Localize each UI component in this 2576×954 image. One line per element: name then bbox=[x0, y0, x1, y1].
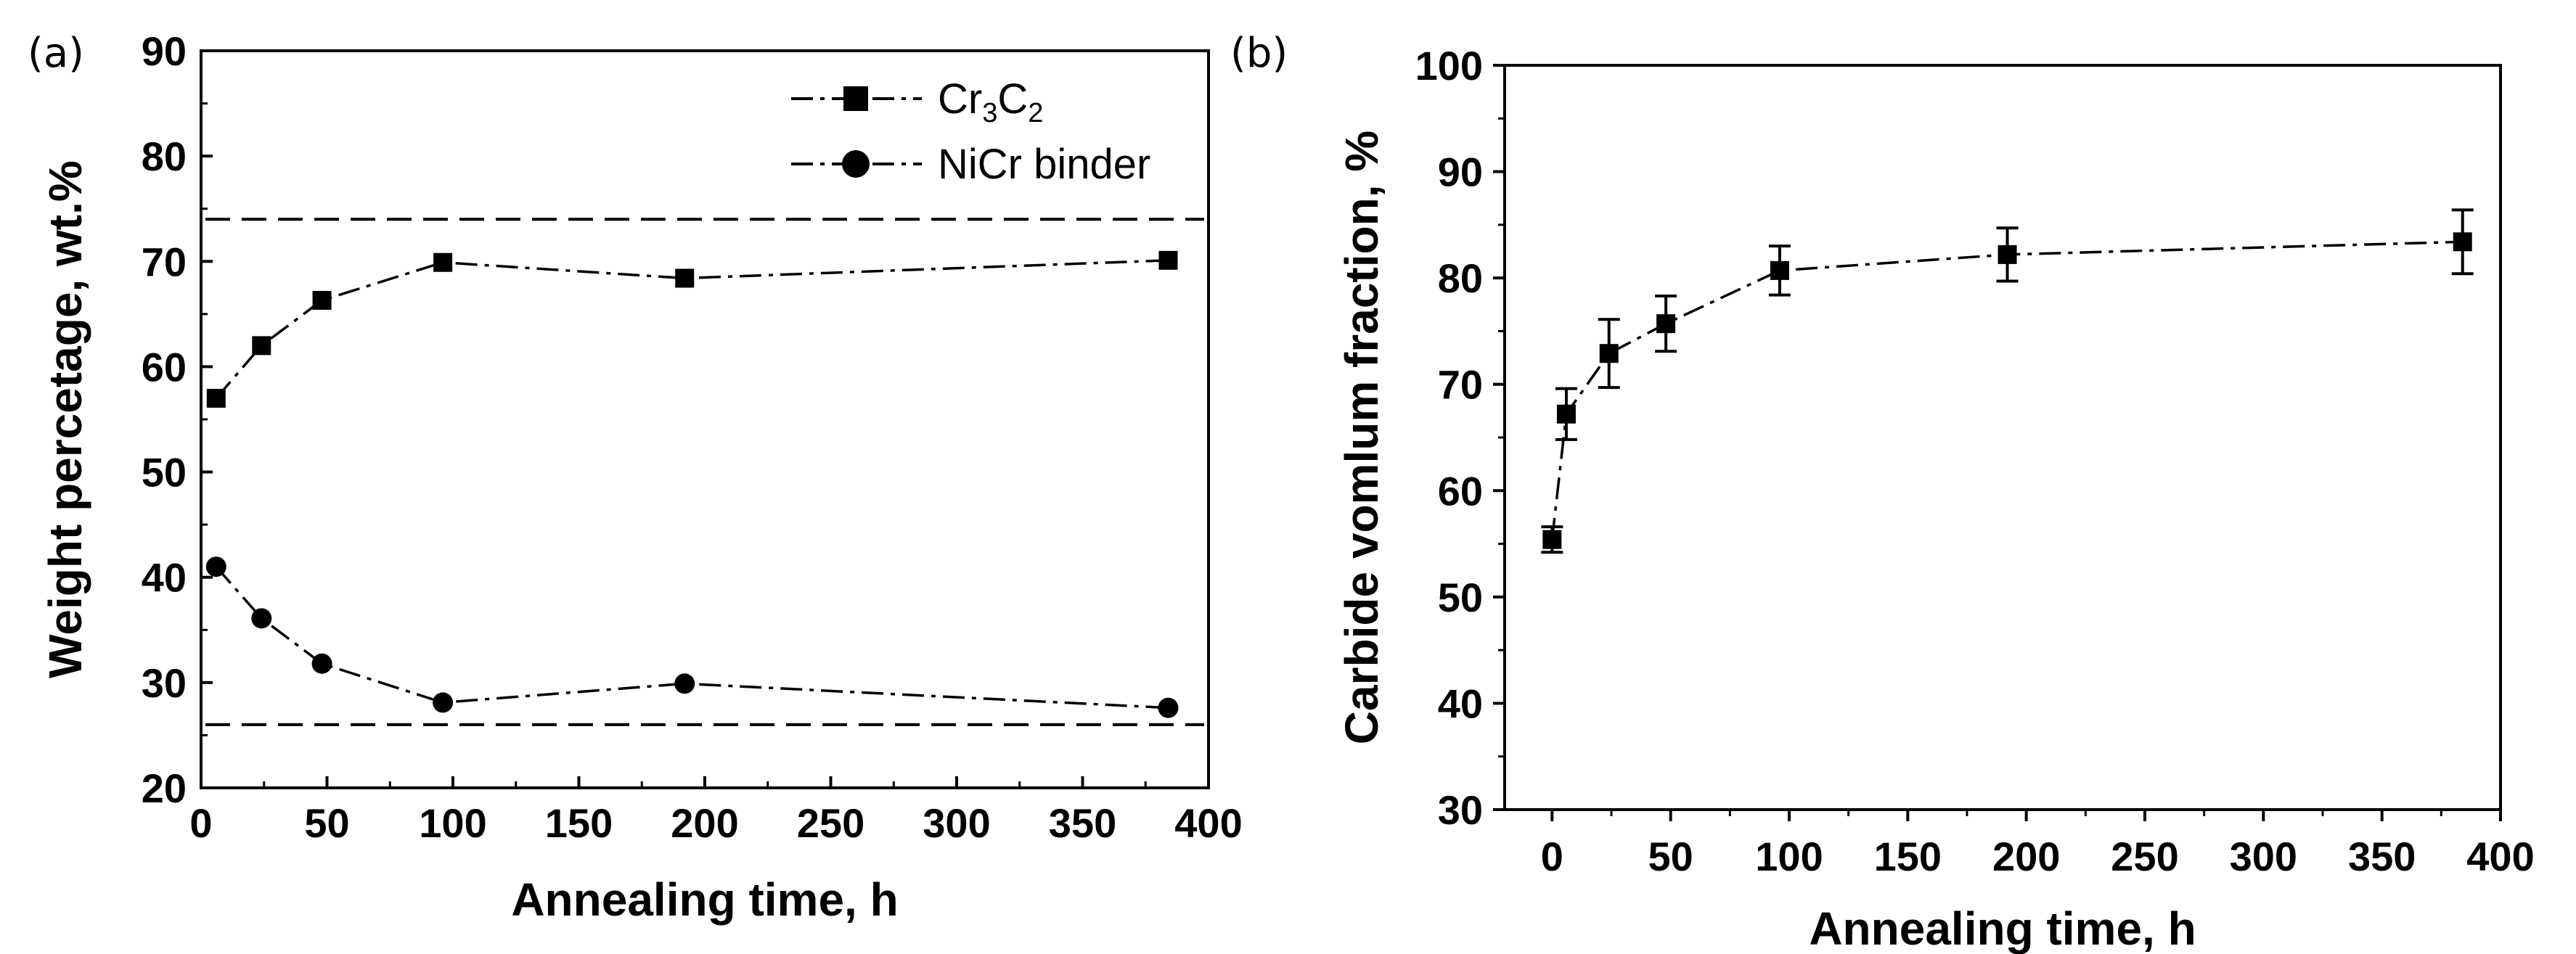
x-axis-title-a: Annealing time, h bbox=[511, 873, 898, 926]
y-tick-label-a: 20 bbox=[142, 765, 187, 811]
x-tick-label-a: 50 bbox=[304, 800, 349, 846]
data-point-cr3c2 bbox=[1158, 250, 1178, 270]
y-tick-label-a: 40 bbox=[142, 555, 187, 601]
x-tick-label-a: 350 bbox=[1049, 800, 1116, 846]
x-tick-label-b: 250 bbox=[2111, 834, 2178, 879]
data-point-carbide bbox=[1556, 404, 1576, 424]
y-tick-label-a: 50 bbox=[142, 450, 187, 495]
y-axis-title-a: Weight percetage, wt.% bbox=[39, 160, 91, 678]
series-line-b-0 bbox=[1550, 240, 2463, 540]
y-tick-label-a: 90 bbox=[142, 28, 187, 74]
data-point-cr3c2 bbox=[206, 388, 226, 408]
x-tick-label-a: 0 bbox=[189, 800, 212, 846]
data-point-nicr bbox=[205, 556, 226, 577]
x-tick-label-b: 200 bbox=[1992, 834, 2060, 879]
data-point-carbide bbox=[1599, 344, 1619, 363]
y-tick-label-a: 60 bbox=[142, 344, 187, 390]
legend-label-nicr: NiCr binder bbox=[938, 141, 1150, 188]
x-tick-label-a: 400 bbox=[1174, 800, 1242, 846]
data-point-nicr bbox=[251, 608, 272, 629]
y-tick-label-b: 60 bbox=[1438, 468, 1483, 514]
data-point-carbide bbox=[1998, 244, 2017, 264]
x-tick-label-b: 300 bbox=[2230, 834, 2297, 879]
y-tick-label-a: 80 bbox=[142, 133, 187, 179]
legend-marker-circle bbox=[842, 150, 870, 178]
chart-panel-b: (b) Annealing time, h Carbide vomlum fra… bbox=[1230, 30, 2535, 954]
data-point-carbide bbox=[1542, 530, 1562, 549]
ticks-b: 0 50 100 150 200 250 300 350 400 30 40 50 60 70 80 90 10… bbox=[1415, 43, 2535, 879]
data-point-carbide bbox=[2453, 232, 2472, 252]
reference-lines-a bbox=[205, 218, 1204, 726]
x-tick-label-a: 300 bbox=[923, 800, 990, 846]
panel-label-a: (a) bbox=[28, 30, 84, 77]
y-tick-label-b: 40 bbox=[1438, 680, 1483, 726]
data-point-nicr bbox=[674, 673, 695, 694]
y-tick-label-b: 80 bbox=[1438, 255, 1483, 301]
y-tick-label-b: 70 bbox=[1438, 362, 1483, 408]
x-tick-label-b: 50 bbox=[1648, 834, 1693, 879]
x-tick-label-b: 0 bbox=[1541, 834, 1563, 879]
legend-label-cr3c2: Cr3C2 bbox=[938, 75, 1043, 128]
data-point-cr3c2 bbox=[675, 268, 695, 288]
ticks-a: 0 50 100 150 200 250 300 350 400 20 30 40 50 60 70 80 90 bbox=[142, 28, 1243, 846]
legend-item-cr3c2: Cr3C2 bbox=[791, 75, 1043, 128]
y-tick-label-a: 30 bbox=[142, 660, 187, 706]
panel-label-b: (b) bbox=[1230, 30, 1288, 77]
series-b bbox=[1541, 208, 2474, 554]
legend-marker-square bbox=[843, 86, 868, 111]
x-tick-label-a: 100 bbox=[419, 800, 486, 846]
data-point-nicr bbox=[433, 692, 454, 713]
y-tick-label-a: 70 bbox=[142, 239, 187, 284]
x-axis-title-b: Annealing time, h bbox=[1809, 902, 2196, 954]
series-line-a-1 bbox=[215, 566, 1169, 710]
x-tick-label-a: 200 bbox=[671, 800, 738, 846]
legend-item-nicr: NiCr binder bbox=[791, 141, 1150, 188]
data-point-nicr bbox=[311, 653, 332, 674]
plot-area-b bbox=[1503, 64, 2502, 811]
data-point-cr3c2 bbox=[252, 336, 271, 355]
series-a bbox=[205, 250, 1179, 718]
data-point-cr3c2 bbox=[433, 252, 453, 272]
x-tick-label-a: 250 bbox=[797, 800, 864, 846]
x-tick-label-b: 350 bbox=[2348, 834, 2416, 879]
y-tick-label-b: 50 bbox=[1438, 575, 1483, 620]
x-tick-label-b: 400 bbox=[2466, 834, 2534, 879]
data-point-cr3c2 bbox=[312, 290, 332, 310]
legend-a: Cr3C2 NiCr binder bbox=[791, 75, 1150, 188]
y-tick-label-b: 100 bbox=[1415, 43, 1483, 89]
x-tick-label-b: 100 bbox=[1755, 834, 1823, 879]
y-tick-label-b: 90 bbox=[1438, 149, 1483, 195]
y-tick-label-b: 30 bbox=[1438, 787, 1483, 833]
data-point-carbide bbox=[1770, 260, 1789, 280]
chart-panel-a: (a) Annealing time, h Weight percetage, … bbox=[28, 28, 1243, 926]
data-point-carbide bbox=[1656, 314, 1676, 334]
y-axis-title-b: Carbide vomlum fraction, % bbox=[1336, 131, 1388, 744]
x-tick-label-a: 150 bbox=[545, 800, 613, 846]
x-tick-label-b: 150 bbox=[1874, 834, 1942, 879]
data-point-nicr bbox=[1158, 697, 1179, 718]
